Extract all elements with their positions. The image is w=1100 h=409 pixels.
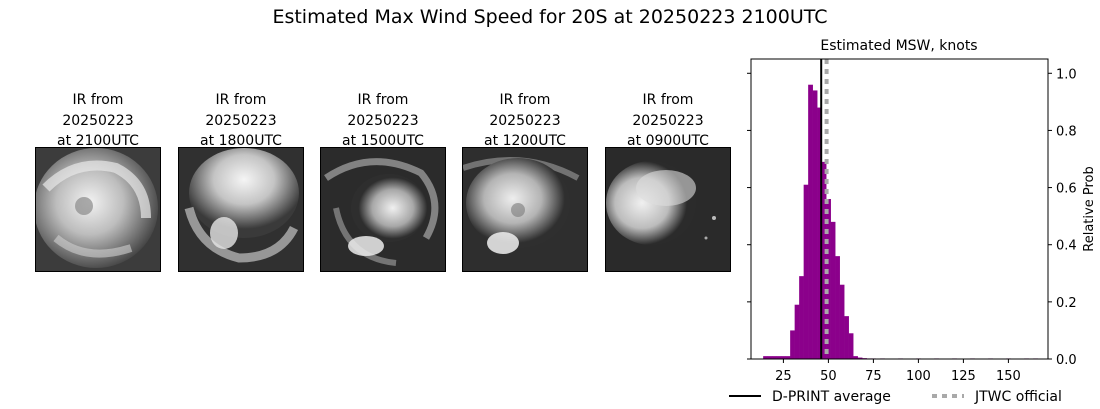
y-tick-label: 0.8 [1056,124,1077,139]
ir-panel-caption: IR from 20250223 at 1500UTC [342,92,424,149]
x-tick-label: 75 [865,369,882,384]
histogram-bars [763,84,1038,360]
histogram-bar [853,356,858,359]
x-tick-label: 150 [996,369,1021,384]
ir-satellite-image [462,147,588,272]
ir-panel-4: IR from 20250223 at 1200UTC [462,90,588,272]
histogram-bar [839,284,845,359]
x-tick-label: 50 [820,369,837,384]
y-tick-label: 0.2 [1056,296,1077,311]
plot-frame [750,58,1049,360]
ir-panel-1: IR from 20250223 at 2100UTC [35,90,161,272]
histogram-bar [785,356,791,359]
ir-panel-caption: IR from 20250223 at 1200UTC [484,92,566,149]
ir-satellite-image [320,147,446,272]
histogram-bar [830,221,836,359]
y-axis: 0.0 0.2 0.4 0.6 0.8 1.0 [747,67,1077,368]
histogram-bar [781,356,786,359]
x-tick-label: 125 [951,369,976,384]
figure-title: Estimated Max Wind Speed for 20S at 2025… [272,6,828,28]
legend: D-PRINT average JTWC official [729,389,1062,405]
ir-satellite-image [35,147,161,272]
ir-panel-caption: IR from 20250223 at 1800UTC [200,92,282,149]
ir-panel-3: IR from 20250223 at 1500UTC [320,90,446,272]
histogram-bar [844,316,849,359]
y-axis-label: Relative Prob [1082,166,1097,251]
histogram-bar [767,356,773,359]
y-tick-label: 1.0 [1056,67,1077,82]
x-tick-label: 100 [906,369,931,384]
ir-satellite-image [178,147,304,272]
ir-panel-5: IR from 20250223 at 0900UTC [605,90,731,272]
histogram-bar [835,256,840,359]
ir-panel-caption: IR from 20250223 at 2100UTC [57,92,139,149]
legend-label-dprint: D-PRINT average [772,389,891,405]
ir-satellite-image [605,147,731,272]
chart-title: Estimated MSW, knots [820,38,977,54]
y-tick-label: 0.0 [1056,353,1077,368]
y-tick-label: 0.6 [1056,182,1077,197]
ir-panel-caption: IR from 20250223 at 0900UTC [627,92,709,149]
histogram-bar [790,330,795,359]
histogram-bar [817,107,822,359]
x-tick-label: 25 [775,369,792,384]
histogram-bar [848,333,854,359]
histogram-bar [799,276,804,359]
histogram-bar [812,90,818,359]
histogram-bar [803,184,809,359]
legend-label-jtwc: JTWC official [974,389,1062,405]
y-tick-label: 0.4 [1056,239,1077,254]
x-axis: 25 50 75 100 125 150 [775,359,1021,384]
histogram-bar [763,356,768,359]
histogram-bar [772,356,777,359]
histogram-bar [857,357,863,359]
histogram-bar [776,356,782,359]
histogram-bar [821,161,827,359]
histogram-bar [794,304,800,359]
histogram-bar [808,84,813,359]
ir-panel-2: IR from 20250223 at 1800UTC [178,90,304,272]
